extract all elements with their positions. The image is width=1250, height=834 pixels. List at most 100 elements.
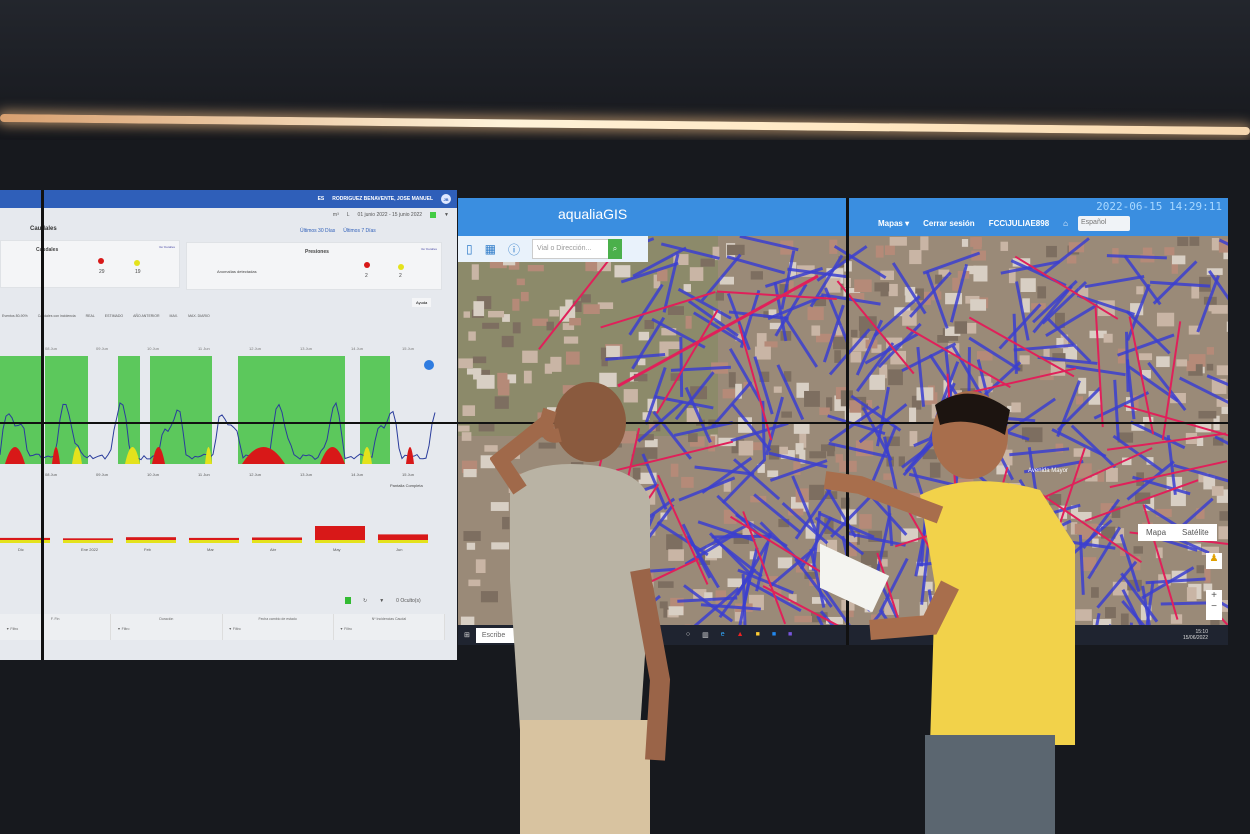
building (1000, 242, 1008, 251)
zoom-controls[interactable]: + − (1206, 590, 1222, 620)
incident-area (406, 447, 414, 464)
street-view-pegman-icon[interactable]: ♟ (1206, 553, 1222, 569)
building (796, 443, 804, 454)
last-30-days-button[interactable]: Últimos 30 Días (300, 228, 335, 234)
unit-l[interactable]: L (347, 212, 350, 218)
language-select[interactable]: Español (1078, 216, 1130, 231)
building (1177, 237, 1188, 246)
zoom-out-button[interactable] (424, 360, 434, 370)
filter-icon[interactable]: ▼ (379, 598, 384, 604)
teams-icon[interactable]: ■ (788, 631, 792, 639)
building (513, 322, 521, 333)
building (521, 292, 529, 301)
map-type-control: Mapa Satélite (1138, 524, 1217, 541)
date-range[interactable]: 01 junio 2022 - 15 junio 2022 (358, 212, 423, 218)
x-tick-label: 08 Jun (45, 472, 57, 477)
edge-icon[interactable]: e (721, 631, 725, 639)
building (1136, 286, 1143, 294)
info-icon[interactable]: ⓘ (508, 241, 520, 258)
task-view-icon[interactable]: ▥ (702, 631, 709, 639)
filter-icon[interactable]: ▼ (444, 212, 449, 218)
building (1191, 285, 1199, 298)
address-search-input[interactable]: Vial o Dirección... ⌕ (532, 239, 622, 259)
building (962, 239, 968, 247)
building (688, 433, 698, 442)
building (804, 391, 820, 407)
home-icon[interactable]: ⌂ (1063, 219, 1068, 228)
excel-export-icon[interactable] (345, 597, 351, 604)
building (690, 267, 704, 281)
column-filter[interactable]: ▼ Filtro (117, 627, 215, 631)
building (1207, 364, 1214, 371)
building (1187, 587, 1197, 601)
taskbar-clock: 15:10 15/06/2022 (1183, 629, 1228, 641)
avatar[interactable]: JB (441, 194, 451, 204)
building (729, 372, 736, 387)
calendar-icon[interactable]: ▦ (485, 242, 496, 256)
building (546, 322, 553, 331)
presiones-details-link[interactable]: Ver Detalles (421, 247, 437, 251)
file-explorer-icon[interactable]: ■ (756, 631, 760, 639)
month-bar-yellow (126, 540, 176, 543)
caudales-red-count: 29 (99, 269, 105, 275)
column-filter[interactable]: ▼ Filtro (6, 627, 104, 631)
month-bar-red (378, 534, 428, 540)
presiones-title: Presiones (305, 249, 329, 255)
caudales-details-link[interactable]: Ver Detalles (159, 245, 175, 249)
building (890, 237, 907, 246)
refresh-icon[interactable]: ↻ (363, 598, 367, 604)
map-type-satellite[interactable]: Satélite (1174, 524, 1217, 541)
panel-toggle-icon[interactable]: ▯ (466, 242, 473, 256)
logout-link[interactable]: Cerrar sesión (923, 219, 975, 228)
building (467, 543, 475, 550)
building (517, 279, 525, 286)
search-icon[interactable]: ⌕ (608, 239, 622, 259)
map-toolbar: ▯ ▦ ⓘ Vial o Dirección... ⌕ (458, 236, 648, 262)
building (1067, 256, 1076, 264)
monthly-bar-chart: Dic Ene 2022 Feb Mar Abr May Jun (0, 508, 445, 558)
hidden-columns-button[interactable]: 0 Oculto(s) (396, 598, 420, 604)
language-selector[interactable]: ES (318, 196, 325, 202)
building (1212, 305, 1228, 314)
month-label: Jun (396, 547, 402, 552)
fullscreen-button[interactable]: Pantalla Completa (390, 483, 423, 488)
column-header[interactable]: Nº Incidencias Caudal ▼ Filtro (334, 614, 445, 640)
building (686, 316, 692, 329)
legend-item[interactable]: REAL (86, 314, 95, 318)
column-header[interactable]: Fecha cambio de estado ▼ Filtro (223, 614, 334, 640)
column-header[interactable]: F. Fin ▼ Filtro (0, 614, 111, 640)
building (767, 470, 778, 477)
last-7-days-button[interactable]: Últimos 7 Días (343, 228, 376, 234)
legend-item[interactable]: MAX. (170, 314, 179, 318)
legend-item[interactable]: ESTIMADO (105, 314, 123, 318)
unit-m3[interactable]: m³ (333, 212, 339, 218)
screen-seam (0, 422, 457, 424)
column-filter[interactable]: ▼ Filtro (340, 627, 438, 631)
cortana-icon[interactable]: ○ (686, 631, 690, 639)
acrobat-icon[interactable]: ▲ (737, 631, 744, 639)
legend-item[interactable]: MAX. DIARIO (188, 314, 210, 318)
building (808, 307, 824, 320)
presiones-yellow-count: 2 (399, 273, 402, 279)
building (778, 557, 792, 568)
map-type-map[interactable]: Mapa (1138, 524, 1174, 541)
column-filter[interactable]: ▼ Filtro (229, 627, 327, 631)
legend-item[interactable]: AÑO ANTERIOR (133, 314, 159, 318)
user-account[interactable]: FCC\JULIAE898 (989, 219, 1049, 228)
x-tick-label: 13 Jun (300, 472, 312, 477)
outlook-icon[interactable]: ■ (772, 631, 776, 639)
building (755, 347, 771, 360)
x-tick-label-top: 10 Jun (147, 346, 159, 351)
help-button[interactable]: Ayuda (412, 298, 431, 307)
column-header[interactable]: Duración ▼ Filtro (111, 614, 222, 640)
month-label: Dic (18, 547, 24, 552)
x-tick-label-top: 11 Jun (198, 346, 210, 351)
legend-item[interactable]: Eventos 80-90% (2, 314, 28, 318)
maps-menu[interactable]: Mapas ▾ (878, 219, 909, 228)
start-icon[interactable]: ⊞ (458, 631, 476, 639)
building (1212, 238, 1219, 250)
building (581, 294, 591, 302)
building (488, 311, 504, 317)
dashboard-screen: ES RODRIGUEZ BENAVENTE, JOSE MANUEL JB m… (0, 190, 457, 660)
building (850, 352, 861, 363)
